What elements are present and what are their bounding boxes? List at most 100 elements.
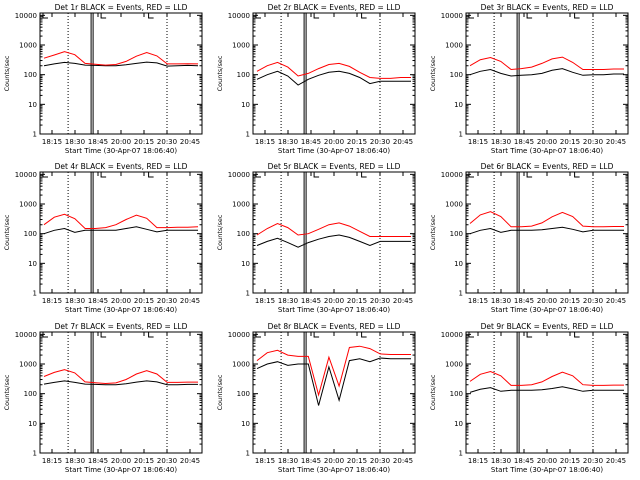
plot-frame	[465, 331, 629, 454]
detector-plot: 1 10 100 1000 10000 18:15 18:30 18:45 20:00 20:15…	[3, 162, 203, 314]
y-tick-label: 1	[246, 131, 250, 139]
x-axis-label: Start Time (30-Apr-07 18:06:40)	[278, 147, 390, 155]
lld-series-line	[43, 213, 199, 229]
y-tick-label: 100	[237, 71, 250, 79]
corner-bracket	[148, 332, 154, 338]
plot-frame	[39, 12, 203, 135]
events-series-line	[43, 61, 199, 67]
x-tick-label: 20:45	[180, 457, 200, 465]
detector-plot: 1 10 100 1000 10000 18:15 18:30 18:45 20:00 20:15…	[429, 322, 629, 474]
x-tick-label: 18:15	[468, 138, 488, 146]
y-tick-label: 10000	[441, 12, 463, 20]
corner-bracket	[468, 332, 474, 338]
corner-bracket	[526, 13, 533, 19]
lld-series-line	[43, 369, 198, 385]
detector-plot: 1 10 100 1000 10000 18:15 18:30 18:45 20:00 20:15…	[429, 3, 629, 155]
x-axis-label: Start Time (30-Apr-07 18:06:40)	[65, 147, 177, 155]
x-tick-label: 20:00	[324, 138, 344, 146]
plot-title: Det 8r BLACK = Events, RED = LLD	[268, 322, 401, 331]
y-tick-label: 1	[33, 450, 37, 458]
x-tick-label: 18:15	[255, 297, 275, 305]
x-tick-label: 20:15	[560, 138, 580, 146]
x-tick-label: 20:45	[606, 138, 626, 146]
y-tick-label: 1000	[19, 361, 37, 369]
corner-bracket	[313, 172, 320, 178]
corner-bracket	[361, 172, 367, 178]
lld-series-line	[469, 211, 624, 228]
y-tick-label: 10	[454, 420, 463, 428]
x-tick-label: 18:45	[88, 297, 108, 305]
corner-bracket	[361, 13, 367, 19]
x-tick-label: 18:45	[514, 138, 534, 146]
plot-frame	[465, 12, 629, 135]
y-axis-label: Counts/sec	[429, 214, 437, 250]
x-tick-label: 18:30	[491, 138, 511, 146]
y-axis-label: Counts/sec	[3, 374, 11, 410]
x-tick-label: 20:30	[157, 457, 177, 465]
plot-frame	[252, 171, 416, 294]
corner-bracket	[42, 13, 48, 19]
x-tick-label: 20:30	[370, 138, 390, 146]
x-tick-label: 18:30	[491, 297, 511, 305]
lld-series-line	[469, 56, 624, 71]
corner-bracket	[255, 13, 261, 19]
y-tick-label: 100	[237, 230, 250, 238]
plot-title: Det 3r BLACK = Events, RED = LLD	[481, 3, 614, 12]
corner-bracket	[574, 332, 580, 338]
x-tick-label: 20:45	[606, 297, 626, 305]
x-tick-label: 20:00	[537, 297, 557, 305]
corner-bracket	[100, 13, 107, 19]
y-tick-label: 1000	[445, 361, 463, 369]
x-tick-label: 18:30	[65, 297, 85, 305]
x-tick-label: 18:45	[88, 138, 108, 146]
y-axis-label: Counts/sec	[3, 214, 11, 250]
x-tick-label: 20:00	[537, 138, 557, 146]
y-axis-label: Counts/sec	[216, 214, 224, 250]
x-tick-label: 20:15	[347, 457, 367, 465]
x-tick-label: 20:15	[134, 297, 154, 305]
plot-title: Det 1r BLACK = Events, RED = LLD	[55, 3, 188, 12]
y-tick-label: 100	[450, 71, 463, 79]
x-tick-label: 20:00	[111, 138, 131, 146]
y-tick-label: 10	[28, 420, 37, 428]
x-axis-label: Start Time (30-Apr-07 18:06:40)	[491, 147, 603, 155]
x-tick-label: 18:30	[278, 457, 298, 465]
x-axis-label: Start Time (30-Apr-07 18:06:40)	[65, 466, 177, 474]
y-axis-label: Counts/sec	[216, 55, 224, 91]
detector-plot: 1 10 100 1000 10000 18:15 18:30 18:45 20:00 20:15…	[3, 322, 203, 474]
x-tick-label: 20:45	[393, 457, 413, 465]
y-tick-label: 1000	[445, 201, 463, 209]
corner-bracket	[526, 172, 533, 178]
events-series-line	[469, 226, 624, 235]
x-tick-label: 20:30	[370, 457, 390, 465]
y-tick-label: 1000	[19, 42, 37, 50]
y-tick-label: 10000	[441, 331, 463, 339]
y-tick-label: 1000	[445, 42, 463, 50]
y-tick-label: 100	[450, 230, 463, 238]
y-tick-label: 10000	[228, 171, 250, 179]
y-axis-label: Counts/sec	[3, 55, 11, 91]
corner-bracket	[526, 332, 533, 338]
y-axis-label: Counts/sec	[429, 374, 437, 410]
y-tick-label: 10	[28, 101, 37, 109]
plot-frame	[252, 12, 416, 135]
y-tick-label: 10	[241, 420, 250, 428]
events-series-line	[469, 386, 624, 393]
x-tick-label: 18:45	[514, 297, 534, 305]
x-tick-label: 20:45	[393, 138, 413, 146]
y-tick-label: 1	[33, 290, 37, 298]
y-tick-label: 10000	[441, 171, 463, 179]
lld-series-line	[469, 370, 624, 386]
detector-plot: 1 10 100 1000 10000 18:15 18:30 18:45 20:00 20:15…	[3, 3, 203, 155]
x-tick-label: 18:30	[278, 138, 298, 146]
x-axis-label: Start Time (30-Apr-07 18:06:40)	[278, 466, 390, 474]
y-tick-label: 100	[24, 71, 37, 79]
plot-title: Det 7r BLACK = Events, RED = LLD	[55, 322, 188, 331]
events-series-line	[43, 380, 198, 386]
x-axis-label: Start Time (30-Apr-07 18:06:40)	[491, 306, 603, 314]
x-tick-label: 20:00	[537, 457, 557, 465]
lld-series-line	[256, 345, 411, 397]
y-tick-label: 1000	[19, 201, 37, 209]
y-tick-label: 1	[33, 131, 37, 139]
corner-bracket	[313, 13, 320, 19]
